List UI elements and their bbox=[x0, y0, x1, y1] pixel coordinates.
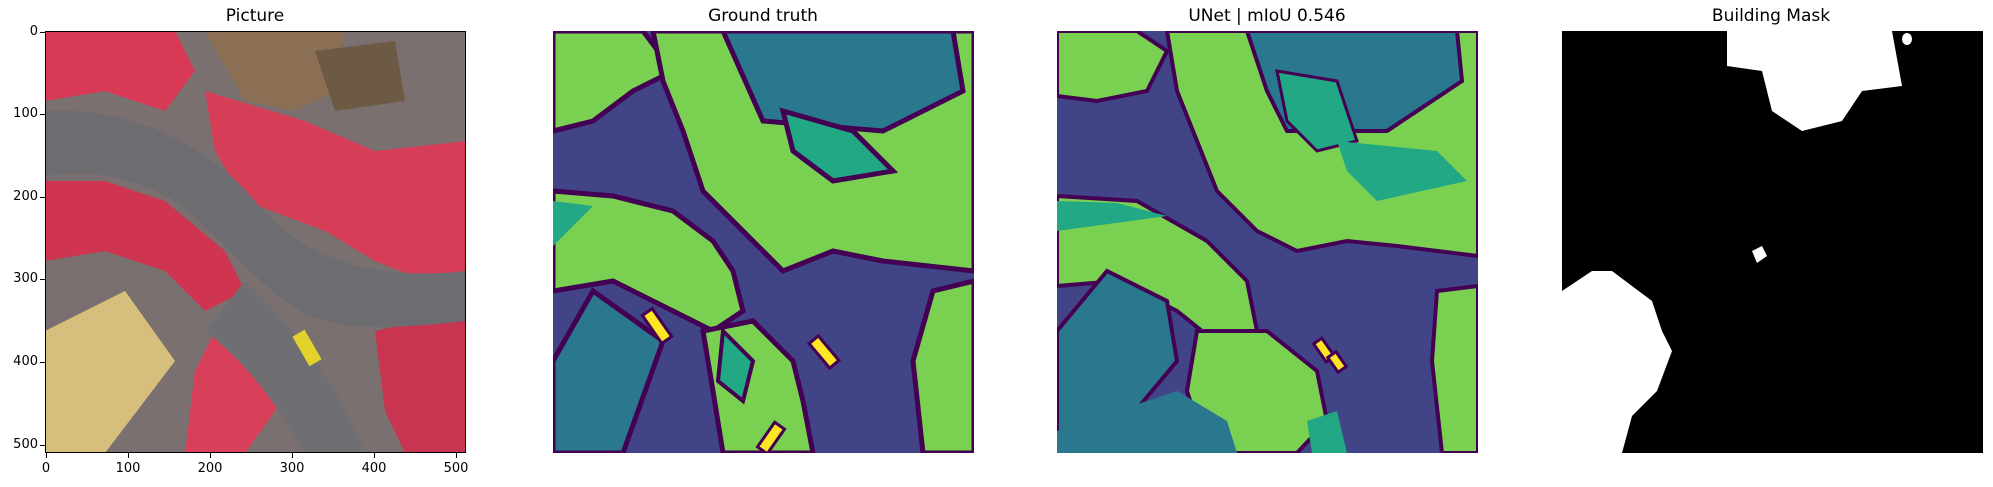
ground-truth-map bbox=[553, 31, 974, 453]
building-mask-svg bbox=[1562, 31, 1983, 453]
building-mask-map bbox=[1562, 31, 1983, 453]
unet-prediction-svg bbox=[1057, 31, 1478, 453]
x-tick-label: 200 bbox=[197, 461, 223, 476]
y-tick-label: 200 bbox=[13, 189, 38, 204]
x-tick-mark bbox=[456, 453, 457, 458]
x-tick-label: 100 bbox=[115, 461, 141, 476]
x-tick-mark bbox=[374, 453, 375, 458]
y-tick-label: 300 bbox=[13, 271, 38, 286]
ground-truth-title: Ground truth bbox=[708, 6, 818, 26]
x-tick-mark bbox=[210, 453, 211, 458]
x-tick-mark bbox=[46, 453, 47, 458]
picture-title: Picture bbox=[225, 6, 285, 26]
y-tick-mark bbox=[40, 362, 45, 363]
y-tick-mark bbox=[40, 279, 45, 280]
y-tick-label: 400 bbox=[13, 354, 38, 369]
unet-title: UNet | mIoU 0.546 bbox=[1188, 6, 1346, 26]
aerial-photo bbox=[45, 31, 466, 453]
y-tick-mark bbox=[40, 445, 45, 446]
ground-truth-svg bbox=[553, 31, 974, 453]
y-tick-label: 500 bbox=[13, 437, 38, 452]
x-tick-label: 300 bbox=[279, 461, 305, 476]
x-tick-label: 0 bbox=[41, 461, 51, 476]
x-tick-mark bbox=[292, 453, 293, 458]
unet-prediction-map bbox=[1057, 31, 1478, 453]
y-tick-label: 100 bbox=[13, 106, 38, 121]
x-tick-label: 400 bbox=[361, 461, 387, 476]
building-mask-title: Building Mask bbox=[1711, 6, 1831, 26]
y-tick-mark bbox=[40, 114, 45, 115]
aerial-photo-svg bbox=[45, 31, 466, 453]
y-tick-mark bbox=[40, 32, 45, 33]
x-tick-label: 500 bbox=[443, 461, 469, 476]
y-tick-label: 0 bbox=[29, 24, 38, 39]
x-tick-mark bbox=[128, 453, 129, 458]
y-tick-mark bbox=[40, 197, 45, 198]
